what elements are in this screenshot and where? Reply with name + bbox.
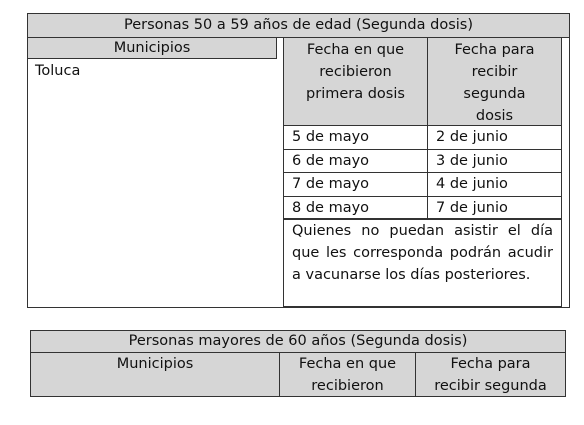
header-first-dose: Fecha en que recibieron — [279, 352, 416, 397]
second-dose-date: 4 de junio — [427, 172, 562, 197]
table-1-title: Personas 50 a 59 años de edad (Segunda d… — [27, 13, 570, 38]
header-second-dose: Fecha para recibir segunda — [415, 352, 566, 397]
header-first-dose: Fecha en que recibieron primera dosis — [283, 37, 428, 126]
table-2-title: Personas mayores de 60 años (Segunda dos… — [30, 330, 566, 353]
header-second-dose: Fecha para recibir segunda dosis — [427, 37, 562, 126]
first-dose-date: 7 de mayo — [283, 172, 428, 197]
header-municipios: Municipios — [27, 37, 277, 59]
first-dose-date: 5 de mayo — [283, 125, 428, 150]
municipio: Toluca — [35, 63, 81, 79]
second-dose-date: 3 de junio — [427, 148, 562, 173]
first-dose-date: 6 de mayo — [283, 148, 428, 173]
second-dose-date: 7 de junio — [427, 195, 562, 220]
note: Quienes no puedan asistir el día que les… — [283, 218, 562, 307]
first-dose-date: 8 de mayo — [283, 195, 428, 220]
header-municipios: Municipios — [30, 352, 280, 397]
second-dose-date: 2 de junio — [427, 125, 562, 150]
